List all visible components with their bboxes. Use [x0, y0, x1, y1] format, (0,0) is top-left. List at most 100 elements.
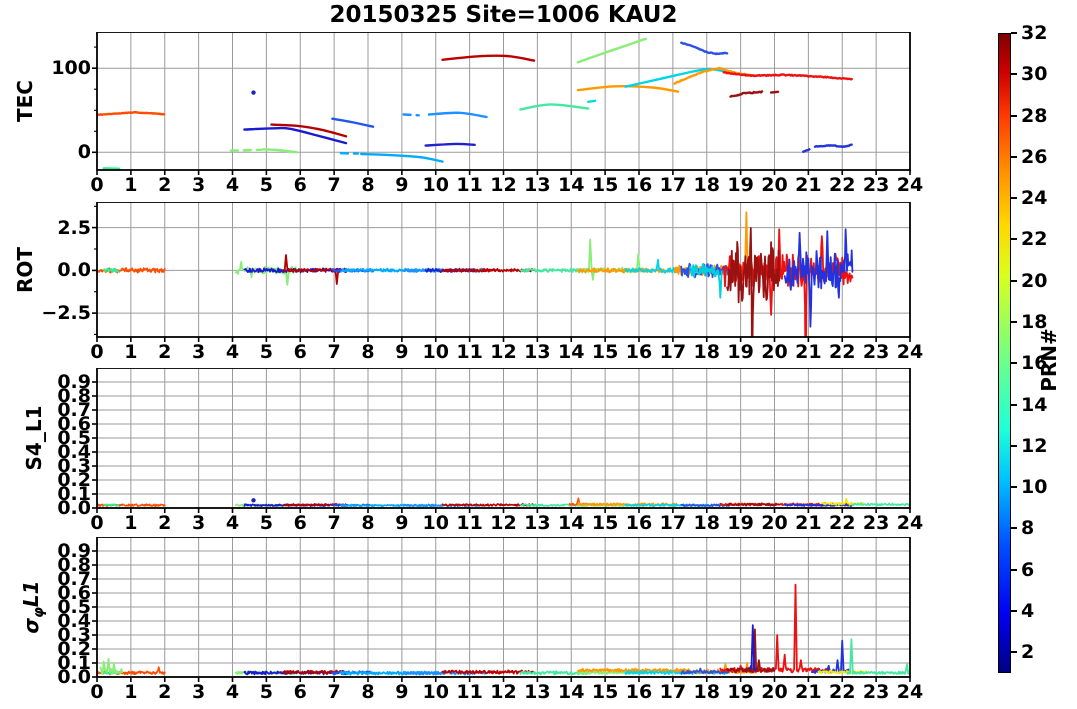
x-tick-label: 8	[361, 174, 375, 196]
x-tick-label: 10	[422, 341, 449, 363]
colorbar-tick	[1011, 32, 1017, 34]
x-tick-label: 4	[225, 681, 240, 703]
colorbar-tick-label: 18	[1021, 311, 1048, 334]
x-tick-label: 16	[625, 174, 653, 196]
x-tick-label: 12	[490, 174, 517, 196]
colorbar-tick-label: 10	[1021, 476, 1048, 499]
x-tick-label: 6	[293, 681, 307, 703]
s4-plot	[92, 368, 911, 513]
x-tick-label: 8	[361, 681, 375, 703]
x-tick-label: 3	[192, 174, 206, 196]
x-tick-label: 4	[225, 341, 240, 363]
x-tick-label: 16	[625, 512, 653, 534]
colorbar-tick	[1011, 651, 1017, 654]
x-tick-label: 5	[259, 681, 273, 703]
y-tick-label: 0.5	[57, 596, 91, 618]
x-tick-label: 10	[422, 681, 449, 703]
y-tick-label: 0.9	[57, 371, 91, 393]
y-tick-label: 0.9	[57, 540, 91, 562]
x-tick-label: 15	[591, 174, 619, 196]
x-tick-label: 20	[761, 512, 788, 534]
y-tick-label: 0.2	[57, 469, 91, 491]
x-tick-label: 9	[395, 681, 409, 703]
x-tick-label: 14	[558, 681, 585, 703]
colorbar-tick	[1011, 73, 1017, 76]
x-tick-label: 3	[192, 681, 206, 703]
x-tick-label: 0	[90, 681, 104, 703]
x-tick-label: 24	[896, 174, 924, 196]
colorbar-tick-label: 4	[1021, 600, 1035, 623]
y-tick-label: 0.5	[57, 427, 91, 449]
colorbar-tick-label: 22	[1021, 228, 1048, 251]
x-tick-label: 7	[327, 512, 341, 534]
x-tick-label: 4	[225, 174, 240, 196]
x-tick-label: 16	[625, 341, 653, 363]
colorbar-tick-label: 2	[1021, 641, 1035, 664]
x-tick-label: 4	[225, 512, 240, 534]
tec-axis-label: TEC	[13, 80, 37, 122]
x-tick-label: 0	[90, 174, 104, 196]
x-tick-label: 13	[524, 512, 551, 534]
x-tick-label: 16	[625, 681, 653, 703]
x-tick-label: 9	[395, 174, 409, 196]
x-tick-label: 15	[591, 681, 619, 703]
y-tick-label: 0.7	[57, 399, 91, 421]
x-tick-label: 8	[361, 512, 375, 534]
colorbar-tick	[1011, 279, 1017, 282]
x-tick-label: 24	[896, 681, 924, 703]
x-tick-label: 20	[761, 174, 788, 196]
x-tick-label: 14	[558, 174, 585, 196]
y-tick-label: −2.5	[41, 302, 91, 325]
colorbar	[998, 33, 1011, 673]
colorbar-tick-label: 6	[1021, 558, 1035, 581]
x-tick-label: 11	[456, 341, 483, 363]
y-tick-label: 0.8	[57, 554, 91, 576]
rot-plot	[92, 202, 911, 342]
colorbar-tick	[1011, 610, 1017, 613]
x-tick-label: 21	[795, 681, 822, 703]
colorbar-tick	[1011, 238, 1017, 241]
x-tick-label: 19	[727, 512, 754, 534]
x-tick-label: 3	[192, 512, 206, 534]
y-tick-label: 0.4	[57, 441, 91, 463]
x-tick-label: 14	[558, 512, 585, 534]
x-tick-label: 10	[422, 512, 449, 534]
x-tick-label: 1	[124, 174, 138, 196]
colorbar-tick	[1011, 114, 1017, 117]
colorbar-tick-label: 20	[1021, 269, 1048, 292]
x-tick-label: 12	[490, 512, 517, 534]
x-tick-label: 19	[727, 341, 754, 363]
y-tick-label: 0.7	[57, 568, 91, 590]
x-tick-label: 6	[293, 174, 307, 196]
colorbar-tick	[1011, 197, 1017, 200]
x-tick-label: 23	[862, 341, 890, 363]
x-tick-label: 21	[795, 174, 822, 196]
x-tick-label: 8	[361, 341, 375, 363]
x-tick-label: 2	[158, 341, 172, 363]
x-tick-label: 1	[124, 512, 138, 534]
colorbar-tick-label: 24	[1021, 187, 1048, 210]
x-tick-labels-rot: 0 1 2 3 4 5 6 7 8 9 10 11 12 13 14 15 16 17 18 19 20 21 22 23 24	[0, 341, 1077, 363]
x-tick-label: 1	[124, 681, 138, 703]
y-tick-label: 0.2	[57, 638, 91, 660]
x-tick-label: 23	[862, 681, 890, 703]
colorbar-tick-label: 32	[1021, 22, 1048, 44]
colorbar-tick-label: 26	[1021, 145, 1048, 168]
x-tick-label: 3	[192, 341, 206, 363]
x-tick-label: 17	[659, 681, 687, 703]
colorbar-tick	[1011, 568, 1017, 571]
x-tick-label: 18	[693, 512, 720, 534]
x-tick-label: 18	[693, 681, 720, 703]
y-tick-label: 0.1	[57, 652, 91, 674]
x-tick-label: 20	[761, 681, 788, 703]
x-tick-label: 5	[259, 512, 273, 534]
y-tick-label: 0.8	[57, 385, 91, 407]
y-tick-label: 0.1	[57, 483, 91, 505]
x-tick-label: 19	[727, 681, 754, 703]
x-tick-label: 13	[524, 174, 551, 196]
colorbar-tick-label: 28	[1021, 104, 1048, 127]
colorbar-tick	[1011, 321, 1017, 324]
x-tick-label: 2	[158, 174, 172, 196]
x-tick-label: 5	[259, 341, 273, 363]
x-tick-label: 2	[158, 512, 172, 534]
